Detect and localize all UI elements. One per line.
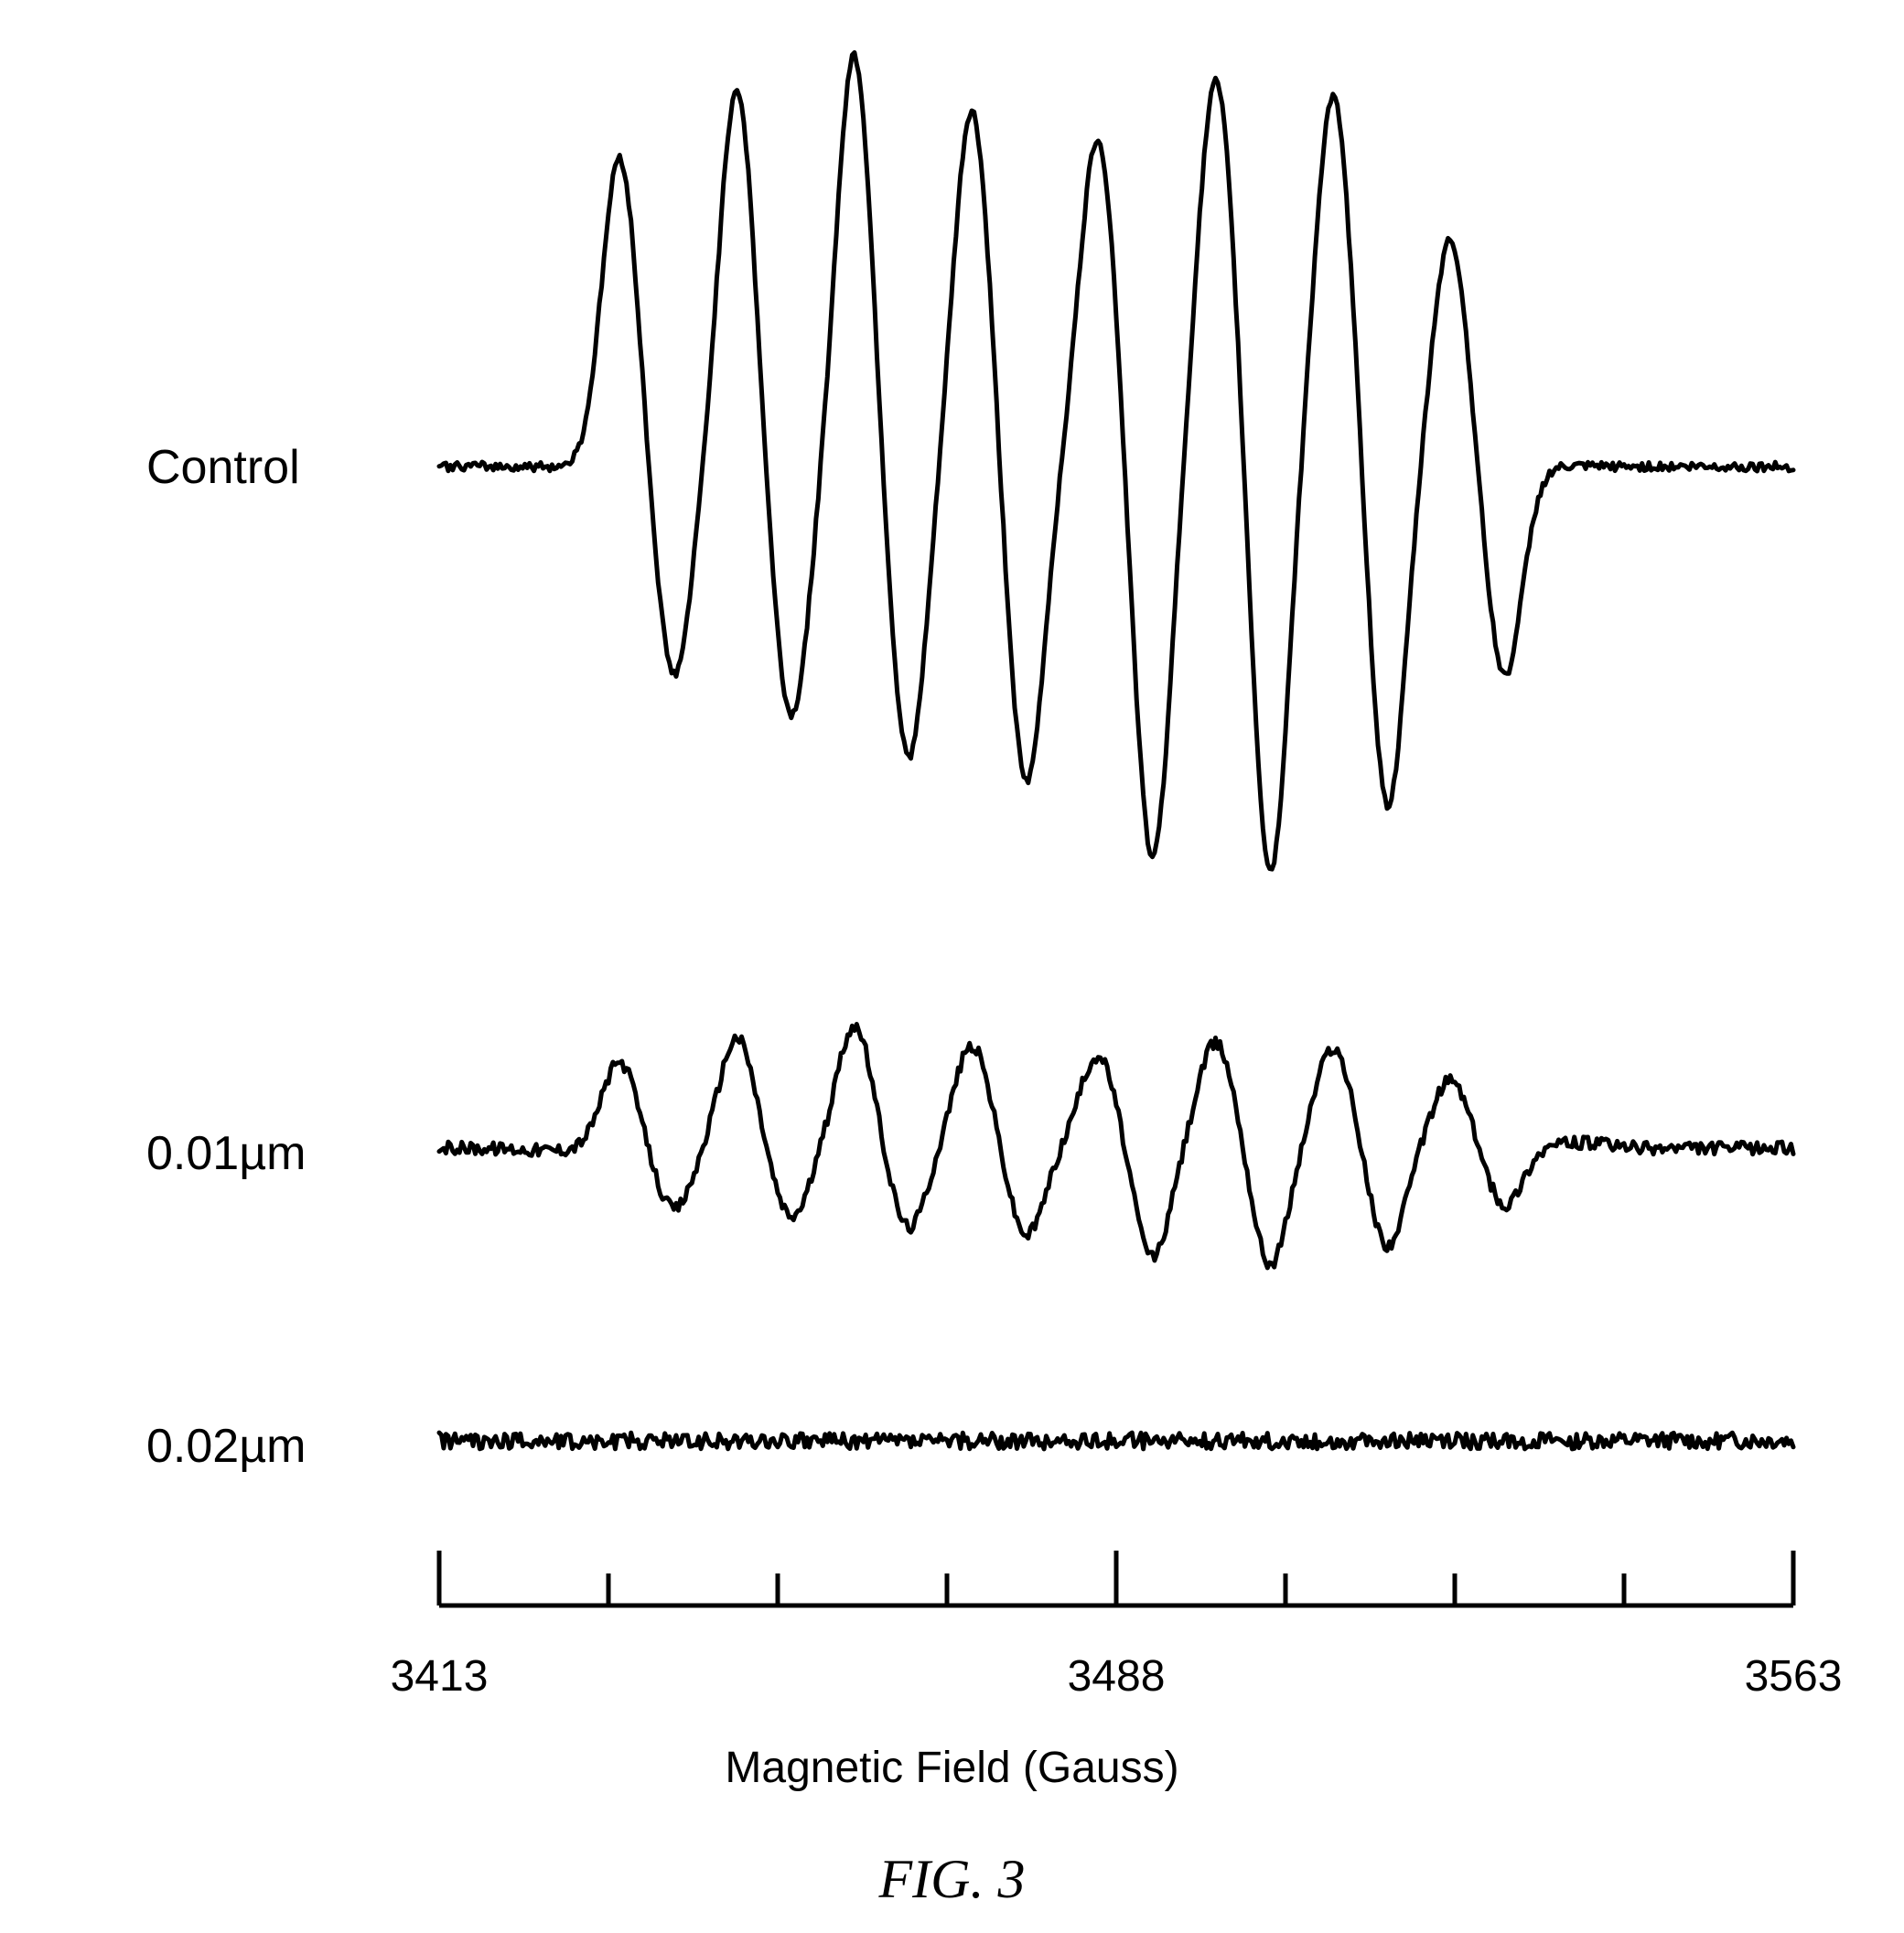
trace-low <box>439 1433 1793 1449</box>
x-tick-label: 3413 <box>391 1651 489 1702</box>
trace-mid <box>439 1025 1793 1268</box>
x-tick-label: 3488 <box>1068 1651 1166 1702</box>
x-tick-label: 3563 <box>1745 1651 1843 1702</box>
figure-caption: FIG. 3 <box>0 1848 1904 1911</box>
x-axis-label: Magnetic Field (Gauss) <box>0 1743 1904 1793</box>
epr-spectra-plot <box>0 0 1904 1933</box>
figure-container: Control 0.01µm 0.02µm 341334883563 Magne… <box>0 0 1904 1933</box>
trace-control <box>439 52 1793 869</box>
